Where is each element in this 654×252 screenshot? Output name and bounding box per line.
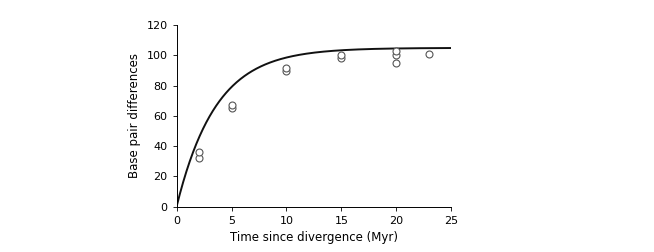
Point [391,49,402,53]
Point [226,103,237,107]
Point [336,56,347,60]
Point [336,53,347,57]
Point [391,53,402,57]
X-axis label: Time since divergence (Myr): Time since divergence (Myr) [230,231,398,244]
Point [391,61,402,65]
Point [424,52,434,56]
Point [281,69,292,73]
Point [194,156,204,160]
Y-axis label: Base pair differences: Base pair differences [128,53,141,178]
Point [194,150,204,154]
Point [226,106,237,110]
Point [281,66,292,70]
